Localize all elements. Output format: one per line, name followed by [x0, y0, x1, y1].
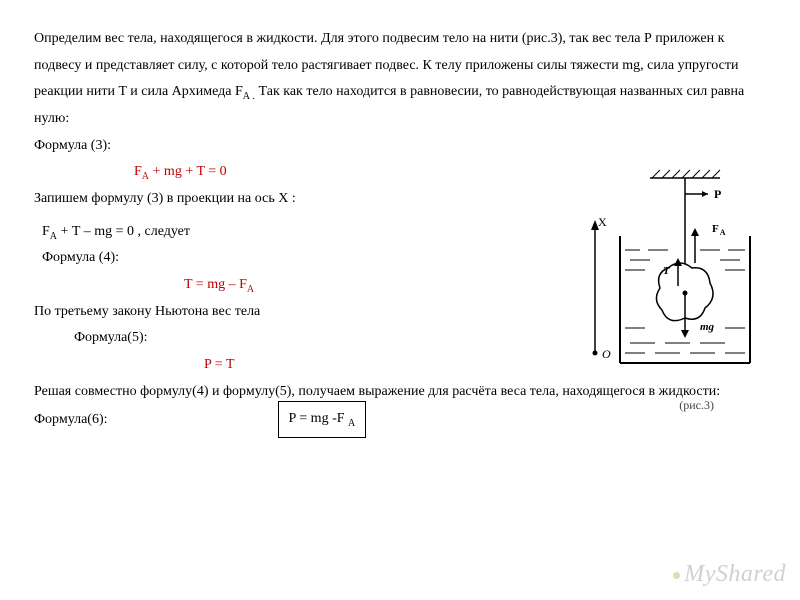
label-FA: FA	[712, 223, 726, 237]
label-P: P	[714, 187, 721, 201]
text: + mg + T = 0	[149, 164, 227, 179]
subscript: А	[142, 171, 149, 182]
figure-3: P	[540, 168, 760, 398]
text: F	[134, 164, 142, 179]
subscript: А	[348, 418, 355, 429]
subscript: А	[247, 284, 254, 295]
watermark-text: MyShared	[684, 561, 786, 587]
formula3-label: Формула (3):	[34, 133, 766, 160]
text: F	[42, 224, 50, 239]
figure-caption: (рис.3)	[679, 398, 714, 413]
text: P = mg -F	[289, 411, 349, 426]
label-mg: mg	[700, 321, 715, 333]
formula6-label: Формула(6):	[34, 405, 108, 436]
watermark-dot-icon	[673, 572, 680, 579]
label-X: X	[598, 215, 607, 229]
formula6-box: P = mg -F А	[278, 401, 367, 438]
watermark: MyShared	[673, 561, 786, 588]
text: + T – mg = 0 , следует	[57, 224, 190, 239]
paragraph-intro: Определим вес тела, находящегося в жидко…	[34, 26, 766, 133]
label-O: O	[602, 347, 611, 361]
text: T = mg – F	[184, 277, 247, 292]
subscript: А .	[243, 91, 255, 102]
subscript: А	[50, 230, 57, 241]
